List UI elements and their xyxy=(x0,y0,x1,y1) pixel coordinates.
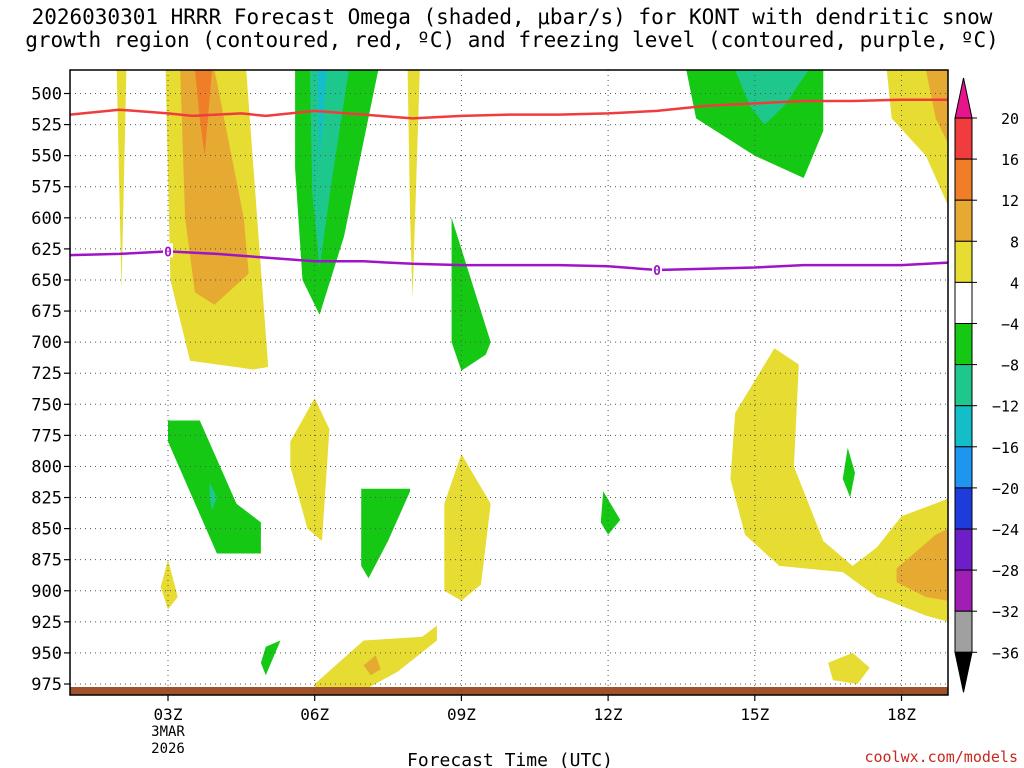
omega-region-15 xyxy=(209,482,217,510)
omega-region-24 xyxy=(160,559,178,610)
colorbar-label-4: 4 xyxy=(1010,274,1019,292)
omega-region-23 xyxy=(260,640,281,676)
colorbar-swatch-5 xyxy=(954,281,973,324)
x-tick-label-09Z: 09Z xyxy=(447,705,476,724)
colorbar-swatch-13 xyxy=(954,610,973,653)
chart-title-line-1: 2026030301 HRRR Forecast Omega (shaded, … xyxy=(31,5,993,29)
chart-title-line-2: growth region (contoured, red, ºC) and f… xyxy=(25,28,999,52)
omega-region-20 xyxy=(896,528,948,601)
y-tick-label-525: 525 xyxy=(31,116,62,136)
x-tick-label-06Z: 06Z xyxy=(300,705,329,724)
colorbar-swatch-11 xyxy=(954,528,973,571)
omega-region-19 xyxy=(730,348,948,622)
colorbar-swatch-4 xyxy=(954,240,973,283)
omega-region-12 xyxy=(925,70,948,144)
credit-text: coolwx.com/models xyxy=(864,748,1018,766)
y-tick-label-675: 675 xyxy=(31,302,62,322)
dendritic-snow-growth-contour xyxy=(70,98,948,120)
colorbar-swatch-3 xyxy=(954,199,973,242)
terrain-strip xyxy=(70,687,948,695)
x-tick-label-12Z: 12Z xyxy=(594,705,623,724)
omega-region-17 xyxy=(444,454,491,601)
gridlines xyxy=(70,70,948,695)
omega-region-6 xyxy=(317,70,327,162)
omega-region-11 xyxy=(886,70,948,206)
omega-region-8 xyxy=(451,217,491,371)
colorbar-bottom-arrow xyxy=(954,651,973,693)
omega-region-7 xyxy=(407,70,420,299)
colorbar-swatch-8 xyxy=(954,405,973,448)
omega-shading xyxy=(70,70,948,695)
omega-region-10 xyxy=(735,70,809,125)
y-tick-label-600: 600 xyxy=(31,209,62,229)
y-tick-label-500: 500 xyxy=(31,85,62,105)
y-tick-label-725: 725 xyxy=(31,364,62,384)
x-axis: 3MAR 2026 Forecast Time (UTC) 03Z 06Z 09Z 1… xyxy=(151,695,916,768)
colorbar-swatch-7 xyxy=(954,364,973,407)
colorbar-label-6: −8 xyxy=(1001,357,1019,375)
date-label-year: 2026 xyxy=(151,741,185,757)
y-tick-label-800: 800 xyxy=(31,457,62,477)
y-tick-label-775: 775 xyxy=(31,426,62,446)
y-tick-label-550: 550 xyxy=(31,147,62,167)
colorbar-label-2: 12 xyxy=(1001,192,1019,210)
y-tick-label-650: 650 xyxy=(31,271,62,291)
y-tick-label-625: 625 xyxy=(31,240,62,260)
colorbar-label-5: −4 xyxy=(1001,316,1019,334)
omega-region-16 xyxy=(361,488,411,579)
y-tick-label-750: 750 xyxy=(31,395,62,415)
omega-region-26 xyxy=(363,655,381,676)
x-axis-title: Forecast Time (UTC) xyxy=(407,750,613,768)
y-tick-label-875: 875 xyxy=(31,551,62,571)
y-tick-label-825: 825 xyxy=(31,489,62,509)
y-tick-label-850: 850 xyxy=(31,520,62,540)
omega-region-22 xyxy=(828,652,870,684)
colorbar-swatch-6 xyxy=(954,323,973,366)
y-axis: 500 525 550 575 600 625 650 675 700 725 750 775 800 8… xyxy=(31,85,70,695)
x-tick-label-15Z: 15Z xyxy=(740,705,769,724)
colorbar-label-13: −36 xyxy=(992,644,1019,662)
y-tick-label-975: 975 xyxy=(31,675,62,695)
y-tick-label-950: 950 xyxy=(31,644,62,664)
colorbar-label-9: −20 xyxy=(992,480,1019,498)
freezing-label-bg-1 xyxy=(652,262,662,277)
colorbar-label-11: −28 xyxy=(992,562,1019,580)
omega-region-18 xyxy=(600,491,621,535)
colorbar-swatch-9 xyxy=(954,446,973,489)
colorbar-swatch-10 xyxy=(954,487,973,530)
colorbar-swatch-12 xyxy=(954,569,973,612)
y-tick-label-700: 700 xyxy=(31,333,62,353)
omega-region-2 xyxy=(180,70,249,305)
colorbar-label-0: 20 xyxy=(1001,110,1019,128)
freezing-label-bg-0 xyxy=(163,243,173,258)
y-tick-label-900: 900 xyxy=(31,582,62,602)
omega-region-21 xyxy=(842,447,855,498)
x-tick-label-18Z: 18Z xyxy=(887,705,916,724)
colorbar-label-7: −12 xyxy=(992,398,1019,416)
freezing-level-contour xyxy=(70,250,949,272)
colorbar-swatch-1 xyxy=(954,117,973,160)
freezing-level-label-1: 0 xyxy=(653,264,661,279)
omega-region-14 xyxy=(168,420,261,554)
y-tick-label-575: 575 xyxy=(31,178,62,198)
omega-region-0 xyxy=(116,70,127,290)
colorbar-top-arrow xyxy=(954,77,973,119)
y-tick-label-925: 925 xyxy=(31,613,62,633)
colorbar: 20 16 12 8 4 −4 −8 −12 −16 −20 −24 −28 −32 −36 xyxy=(954,77,1019,693)
colorbar-label-12: −32 xyxy=(992,603,1019,621)
contour-lines: 00 xyxy=(70,98,949,279)
colorbar-swatch-2 xyxy=(954,158,973,201)
colorbar-label-10: −24 xyxy=(992,521,1019,539)
colorbar-label-1: 16 xyxy=(1001,151,1019,169)
colorbar-label-8: −16 xyxy=(992,439,1019,457)
date-label-month: 3MAR xyxy=(151,724,185,740)
omega-region-13 xyxy=(290,398,330,541)
plot-border xyxy=(69,69,949,696)
colorbar-label-3: 8 xyxy=(1010,233,1019,251)
freezing-level-label-0: 0 xyxy=(164,245,172,260)
plot-frame xyxy=(69,69,949,696)
x-tick-label-03Z: 03Z xyxy=(154,705,183,724)
omega-region-3 xyxy=(194,70,212,156)
